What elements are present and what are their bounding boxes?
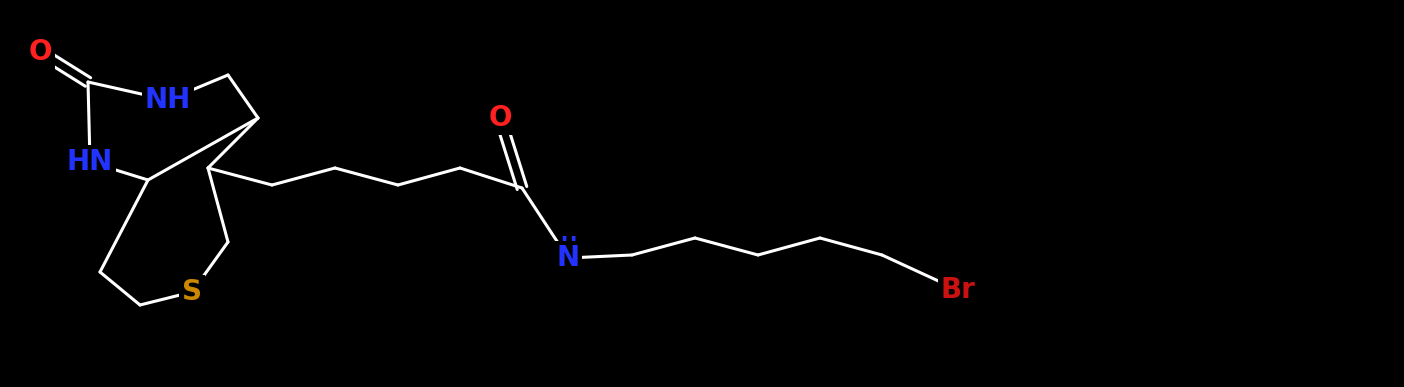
Text: H: H	[560, 235, 576, 253]
Text: O: O	[28, 38, 52, 66]
Text: HN: HN	[67, 148, 114, 176]
Text: N: N	[556, 244, 580, 272]
Text: NH: NH	[145, 86, 191, 114]
Text: O: O	[489, 104, 511, 132]
Text: Br: Br	[941, 276, 976, 304]
Text: S: S	[183, 278, 202, 306]
